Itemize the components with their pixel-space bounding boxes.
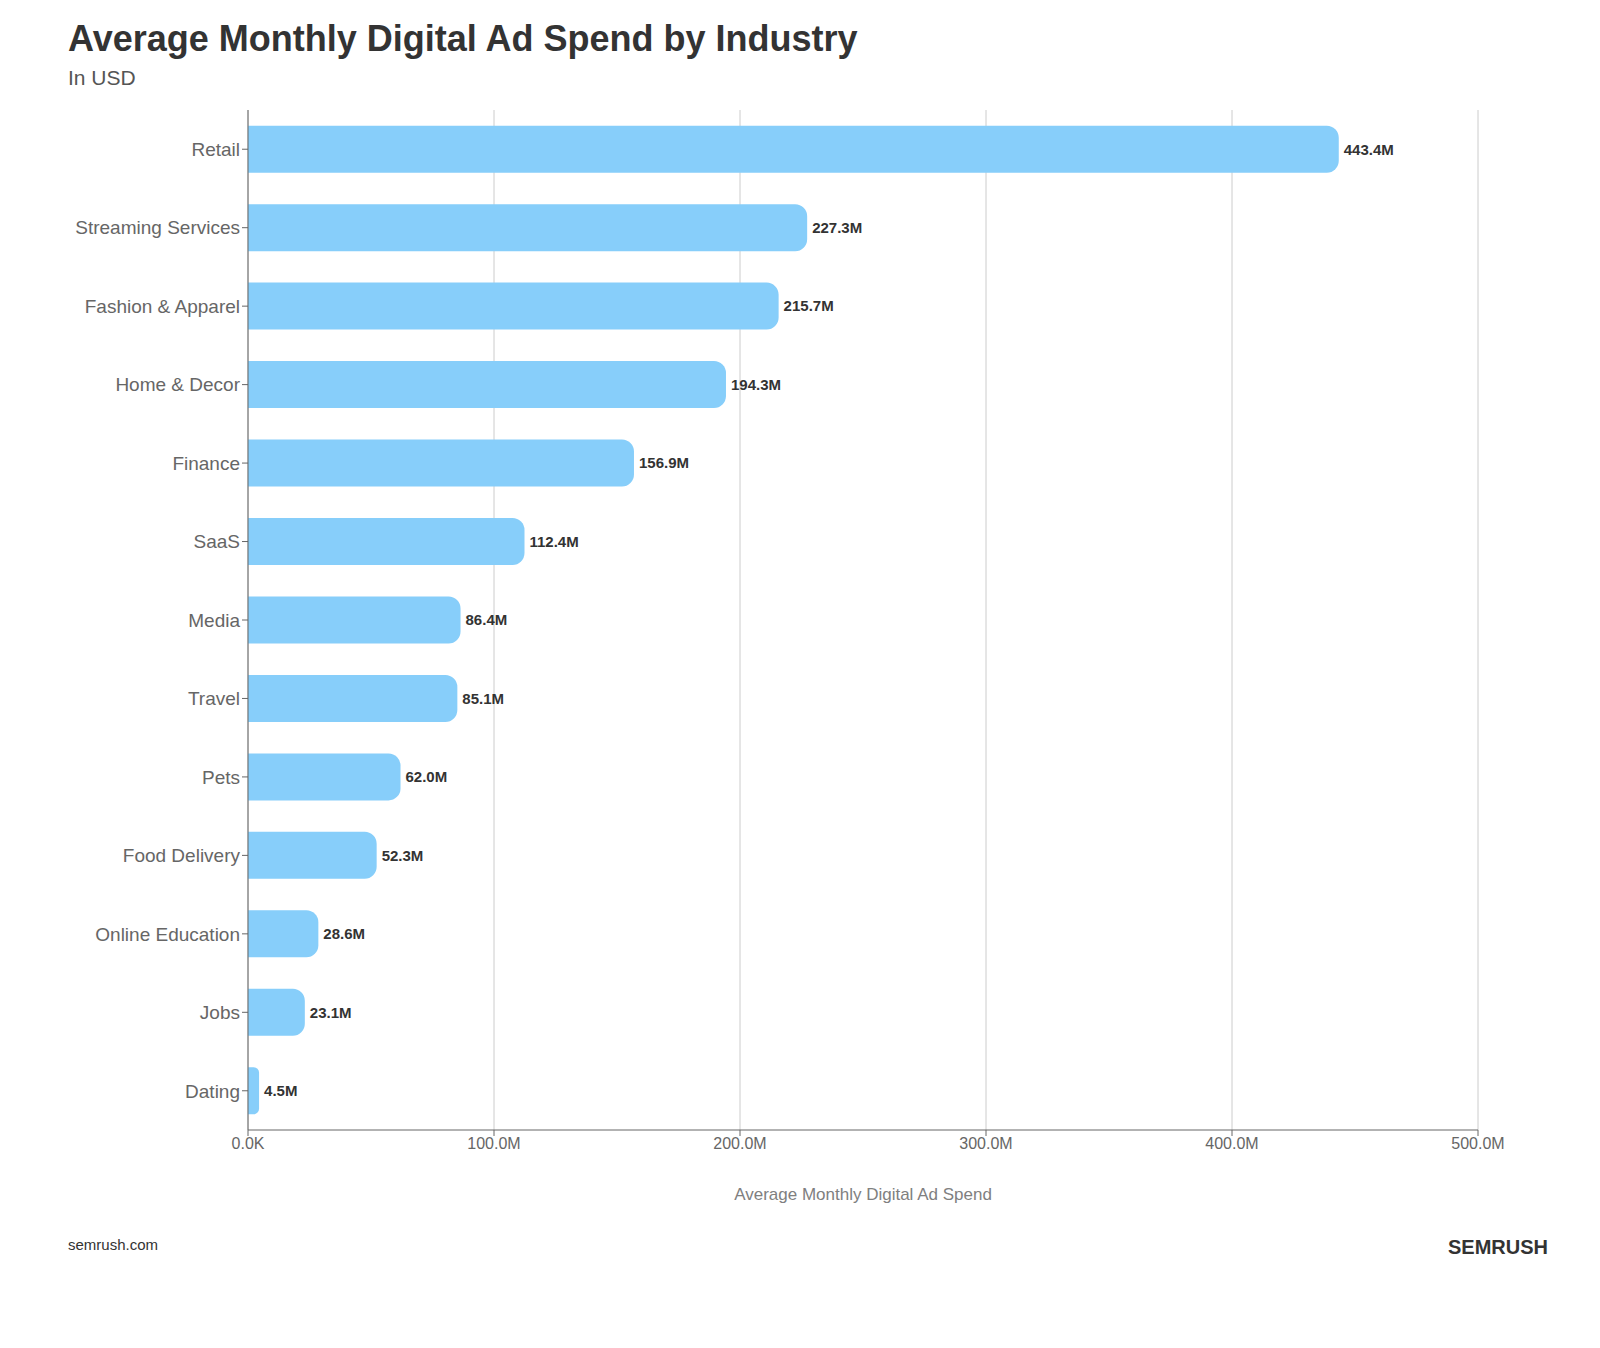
svg-text:300.0M: 300.0M	[959, 1135, 1012, 1152]
svg-text:Online Education: Online Education	[95, 924, 240, 945]
html-text:Average Monthly Digital Ad Spe: Average Monthly Digital Ad Spend by Indu…	[68, 18, 858, 59]
svg-text:156.9M: 156.9M	[639, 454, 689, 471]
svg-text:215.7M: 215.7M	[784, 297, 834, 314]
svg-text:SaaS: SaaS	[194, 531, 240, 552]
svg-text:62.0M: 62.0M	[406, 768, 448, 785]
svg-text:400.0M: 400.0M	[1205, 1135, 1258, 1152]
svg-text:Home & Decor: Home & Decor	[115, 374, 240, 395]
svg-text:500.0M: 500.0M	[1451, 1135, 1504, 1152]
html-text:In USD: In USD	[68, 66, 136, 89]
svg-text:23.1M: 23.1M	[310, 1004, 352, 1021]
svg-text:Food Delivery: Food Delivery	[123, 845, 241, 866]
svg-text:Media: Media	[188, 610, 240, 631]
svg-text:Average Monthly Digital Ad Spe: Average Monthly Digital Ad Spend	[734, 1185, 992, 1204]
svg-text:Dating: Dating	[185, 1081, 240, 1102]
svg-text:0.0K: 0.0K	[232, 1135, 265, 1152]
svg-text:227.3M: 227.3M	[812, 219, 862, 236]
svg-text:4.5M: 4.5M	[264, 1082, 297, 1099]
html-text:SEMRUSH: SEMRUSH	[1448, 1236, 1548, 1258]
svg-text:Finance: Finance	[172, 453, 240, 474]
svg-text:52.3M: 52.3M	[382, 847, 424, 864]
svg-text:200.0M: 200.0M	[713, 1135, 766, 1152]
svg-text:Streaming Services: Streaming Services	[75, 217, 240, 238]
svg-text:Pets: Pets	[202, 767, 240, 788]
svg-text:86.4M: 86.4M	[466, 611, 508, 628]
svg-text:28.6M: 28.6M	[323, 925, 365, 942]
svg-text:100.0M: 100.0M	[467, 1135, 520, 1152]
svg-text:194.3M: 194.3M	[731, 376, 781, 393]
svg-text:Jobs: Jobs	[200, 1002, 240, 1023]
html-text:semrush.com: semrush.com	[68, 1236, 158, 1253]
svg-text:112.4M: 112.4M	[530, 533, 579, 550]
svg-text:Fashion & Apparel: Fashion & Apparel	[85, 296, 240, 317]
svg-text:Travel: Travel	[188, 688, 240, 709]
svg-text:Retail: Retail	[191, 139, 240, 160]
svg-text:443.4M: 443.4M	[1344, 141, 1394, 158]
svg-text:85.1M: 85.1M	[462, 690, 504, 707]
